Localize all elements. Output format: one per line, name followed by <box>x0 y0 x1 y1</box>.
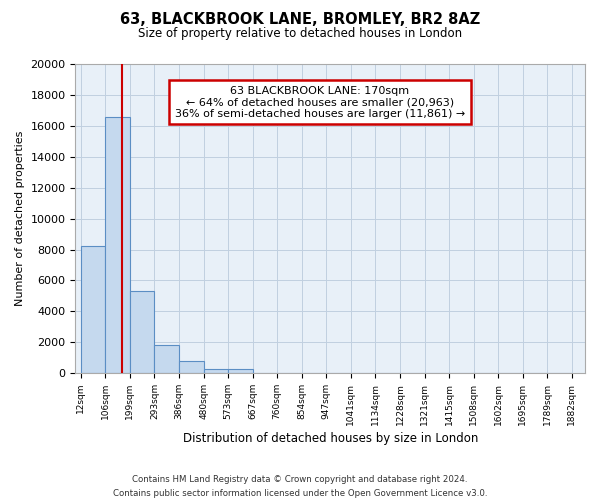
Bar <box>130 292 154 373</box>
Bar <box>106 116 130 373</box>
Text: 63, BLACKBROOK LANE, BROMLEY, BR2 8AZ: 63, BLACKBROOK LANE, BROMLEY, BR2 8AZ <box>120 12 480 28</box>
X-axis label: Distribution of detached houses by size in London: Distribution of detached houses by size … <box>182 432 478 445</box>
Bar <box>203 368 228 373</box>
Bar <box>80 246 106 373</box>
Bar <box>179 361 203 373</box>
Text: Size of property relative to detached houses in London: Size of property relative to detached ho… <box>138 28 462 40</box>
Text: Contains HM Land Registry data © Crown copyright and database right 2024.
Contai: Contains HM Land Registry data © Crown c… <box>113 476 487 498</box>
Bar <box>228 369 253 373</box>
Bar <box>154 346 179 373</box>
Text: 63 BLACKBROOK LANE: 170sqm
← 64% of detached houses are smaller (20,963)
36% of : 63 BLACKBROOK LANE: 170sqm ← 64% of deta… <box>175 86 465 119</box>
Y-axis label: Number of detached properties: Number of detached properties <box>15 131 25 306</box>
